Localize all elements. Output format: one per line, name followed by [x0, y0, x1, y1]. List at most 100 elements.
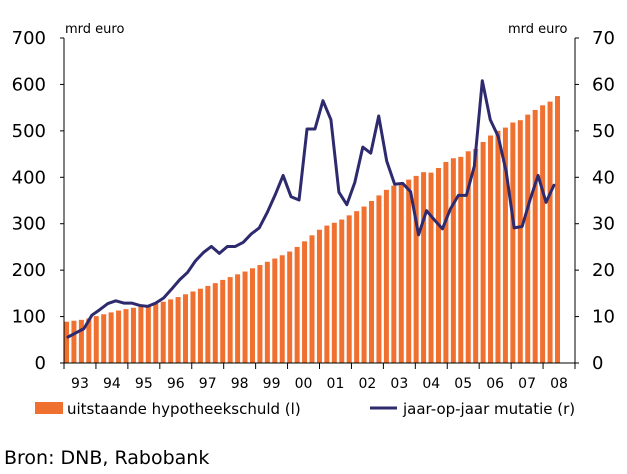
bar	[525, 114, 531, 363]
y-right-tick-label: 40	[592, 167, 615, 188]
axes	[60, 37, 579, 369]
bar	[168, 299, 174, 363]
bar	[71, 320, 77, 363]
y-left-tick-label: 100	[12, 307, 46, 328]
x-tick-label: 98	[231, 376, 249, 392]
y-left-tick-label: 500	[12, 121, 46, 142]
bar	[458, 156, 464, 363]
bar	[391, 185, 397, 363]
x-tick-label: 00	[295, 376, 313, 392]
bar	[331, 222, 337, 363]
y-left-tick-label: 700	[12, 28, 46, 49]
bar	[197, 288, 203, 363]
bar	[86, 318, 92, 363]
y-left-tick-label: 0	[35, 353, 46, 374]
x-tick-label: 06	[486, 376, 504, 392]
bar	[510, 122, 516, 363]
bar	[257, 265, 263, 363]
bar	[235, 274, 241, 363]
x-tick-label: 95	[135, 376, 153, 392]
bar	[369, 200, 375, 363]
y-right-tick-label: 0	[592, 353, 603, 374]
legend-bar-swatch	[35, 402, 63, 414]
bar	[108, 312, 114, 363]
bar	[346, 215, 352, 363]
y-left-tick-label: 300	[12, 214, 46, 235]
bar	[272, 258, 278, 363]
bar	[93, 316, 99, 363]
y-left-tick-label: 200	[12, 260, 46, 281]
bar	[294, 246, 300, 363]
y-right-tick-label: 20	[592, 260, 615, 281]
bar	[495, 130, 501, 363]
bar	[406, 179, 412, 363]
bar	[428, 172, 434, 363]
bar	[480, 142, 486, 363]
bar	[242, 271, 248, 363]
legend-bar-label: uitstaande hypotheekschuld (l)	[67, 400, 301, 418]
x-tick-label: 03	[390, 376, 408, 392]
y-right-tick-label: 50	[592, 121, 615, 142]
bar	[473, 148, 479, 363]
bar	[175, 297, 181, 363]
bar	[354, 211, 360, 363]
bar	[309, 235, 315, 363]
bar	[153, 303, 159, 363]
x-tick-label: 04	[422, 376, 440, 392]
bar	[78, 319, 84, 363]
y-left-tick-label: 400	[12, 167, 46, 188]
bar	[190, 291, 196, 363]
bar-series	[64, 96, 560, 364]
bar	[547, 101, 553, 364]
bar	[398, 182, 404, 363]
bar	[443, 161, 449, 363]
y-right-tick-labels: 0 10 20 30 40 50 60 70	[592, 28, 615, 374]
x-tick-label: 93	[71, 376, 89, 392]
x-tick-label: 05	[454, 376, 472, 392]
y-right-tick-label: 70	[592, 28, 615, 49]
x-tick-label: 97	[199, 376, 217, 392]
bar	[130, 307, 136, 363]
bar	[205, 285, 211, 363]
y-right-tick-label: 60	[592, 74, 615, 95]
bar	[435, 168, 441, 363]
x-tick-label: 96	[167, 376, 185, 392]
x-tick-label: 99	[263, 376, 281, 392]
x-tick-label: 08	[550, 376, 568, 392]
legend: uitstaande hypotheekschuld (l) jaar-op-j…	[35, 400, 575, 418]
y-left-unit-label: mrd euro	[65, 22, 124, 37]
bar	[101, 314, 107, 363]
bar	[376, 195, 382, 363]
y-right-tick-label: 10	[592, 307, 615, 328]
bar	[517, 120, 523, 364]
y-left-tick-label: 600	[12, 74, 46, 95]
bar	[532, 109, 538, 364]
bar	[64, 321, 69, 363]
bar	[555, 96, 560, 363]
x-tick-label: 94	[103, 376, 121, 392]
x-tick-label: 01	[327, 376, 345, 392]
bar	[421, 172, 427, 363]
bar	[324, 225, 330, 363]
bar	[160, 301, 166, 363]
bar	[383, 189, 389, 363]
bar	[145, 305, 151, 363]
bar	[279, 255, 285, 363]
bar	[220, 279, 226, 363]
bar	[264, 261, 270, 363]
y-right-tick-label: 30	[592, 214, 615, 235]
bar	[540, 105, 546, 363]
bar	[413, 175, 419, 363]
line-series	[66, 79, 556, 339]
source-note: Bron: DNB, Rabobank	[4, 447, 210, 469]
bar	[488, 135, 494, 363]
bar	[287, 251, 293, 363]
bar	[316, 229, 322, 363]
bar	[212, 283, 218, 363]
bar	[227, 277, 233, 363]
x-tick-labels: 93 94 95 96 97 98 99 00 01 02 03 04 05 06 07 08	[71, 376, 568, 392]
x-tick-label: 07	[518, 376, 536, 392]
line-path	[66, 79, 556, 339]
x-tick-label: 02	[358, 376, 376, 392]
